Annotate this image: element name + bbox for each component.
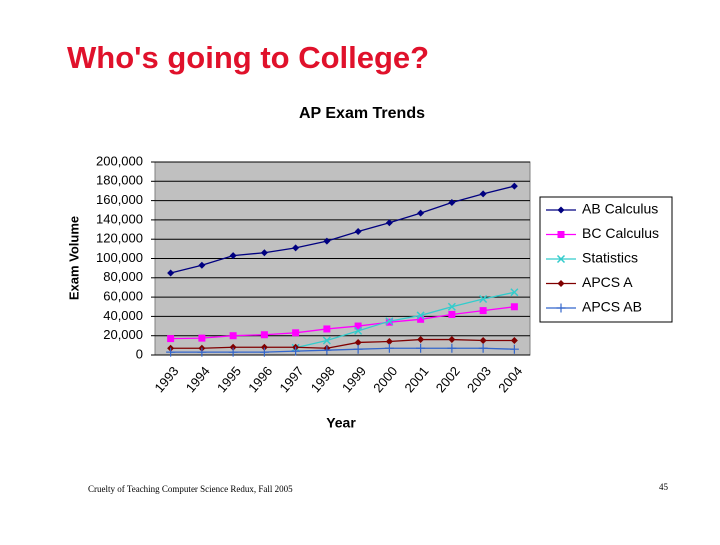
chart-layer: 0 20,000 40,000 60,000 80,000 100,000 120,000 1… — [96, 153, 659, 395]
marker — [448, 310, 456, 318]
marker — [167, 335, 175, 343]
marker — [291, 346, 301, 356]
marker — [229, 252, 237, 260]
y-tick-label: 180,000 — [96, 173, 143, 188]
marker — [479, 294, 488, 304]
marker — [354, 338, 362, 346]
slide-title: Who's going to College? — [67, 40, 429, 75]
marker — [385, 219, 393, 227]
marker — [322, 336, 331, 345]
marker — [385, 317, 394, 326]
y-tick-label: 160,000 — [96, 192, 143, 207]
marker — [198, 261, 206, 269]
marker — [478, 343, 488, 353]
y-tick-label: 40,000 — [103, 308, 143, 323]
marker — [260, 343, 268, 351]
marker — [509, 344, 519, 354]
x-tick-label: 1995 — [214, 363, 244, 395]
x-tick-label: 1994 — [183, 363, 213, 395]
marker — [354, 322, 362, 330]
marker — [510, 182, 518, 190]
series-line — [170, 306, 515, 340]
legend-label: Statistics — [582, 250, 638, 266]
y-tick-label: 120,000 — [96, 231, 143, 246]
x-tick-label: 2004 — [495, 363, 525, 395]
x-tick-label: 2001 — [401, 363, 431, 395]
marker — [228, 347, 238, 357]
page-number: 45 — [659, 482, 669, 492]
marker — [510, 288, 519, 297]
y-tick-label: 200,000 — [96, 153, 143, 168]
marker — [292, 244, 300, 252]
x-tick-label: 1993 — [151, 363, 181, 395]
x-tick-label: 1996 — [245, 363, 275, 395]
marker — [198, 334, 206, 342]
y-tick-label: 140,000 — [96, 211, 143, 226]
legend-label: BC Calculus — [582, 225, 659, 241]
marker — [417, 336, 425, 344]
x-axis-label: Year — [326, 415, 356, 431]
marker — [260, 331, 268, 339]
marker — [447, 302, 456, 311]
marker — [416, 343, 426, 353]
marker — [416, 311, 425, 320]
marker — [447, 343, 457, 353]
x-tick-label: 2000 — [370, 363, 400, 395]
x-tick-label: 1997 — [276, 363, 306, 395]
marker — [417, 209, 425, 217]
legend-marker — [557, 280, 565, 287]
legend-label: AB Calculus — [582, 201, 658, 217]
y-tick-label: 100,000 — [96, 250, 143, 265]
y-tick-label: 20,000 — [103, 327, 143, 342]
series-line — [170, 347, 515, 353]
legend-marker — [556, 303, 566, 313]
y-axis-label: Exam Volume — [66, 216, 81, 300]
x-tick-label: 2003 — [464, 363, 494, 395]
marker — [259, 347, 269, 357]
chart-title: AP Exam Trends — [299, 105, 425, 122]
marker — [479, 337, 487, 345]
y-tick-label: 80,000 — [103, 269, 143, 284]
series-line — [170, 338, 515, 349]
marker — [322, 345, 332, 355]
footer: Cruelty of Teaching Computer Science Red… — [88, 484, 293, 494]
marker — [385, 337, 393, 345]
marker — [384, 343, 394, 353]
marker — [229, 332, 237, 340]
marker — [167, 269, 175, 277]
marker — [354, 326, 363, 335]
marker — [354, 227, 362, 235]
legend-marker — [557, 231, 565, 238]
legend-label: APCS AB — [582, 299, 642, 315]
marker — [197, 347, 207, 357]
marker — [323, 237, 331, 245]
marker — [353, 344, 363, 354]
x-tick-label: 2002 — [433, 363, 463, 395]
legend-marker — [557, 206, 565, 214]
marker — [323, 325, 331, 333]
marker — [448, 336, 456, 344]
marker — [510, 303, 518, 311]
marker — [417, 315, 425, 323]
legend-label: APCS A — [582, 274, 633, 290]
legend-marker — [556, 254, 566, 264]
marker — [448, 199, 456, 207]
marker — [260, 249, 268, 257]
y-tick-label: 60,000 — [103, 289, 143, 304]
marker — [510, 337, 518, 345]
series-line — [170, 185, 515, 274]
y-tick-label: 0 — [136, 346, 143, 361]
marker — [479, 307, 487, 315]
marker — [229, 343, 237, 351]
marker — [292, 329, 300, 337]
x-tick-label: 1999 — [339, 363, 369, 395]
marker — [479, 190, 487, 198]
marker — [166, 347, 176, 357]
series-line — [295, 291, 515, 349]
x-tick-label: 1998 — [308, 363, 338, 395]
